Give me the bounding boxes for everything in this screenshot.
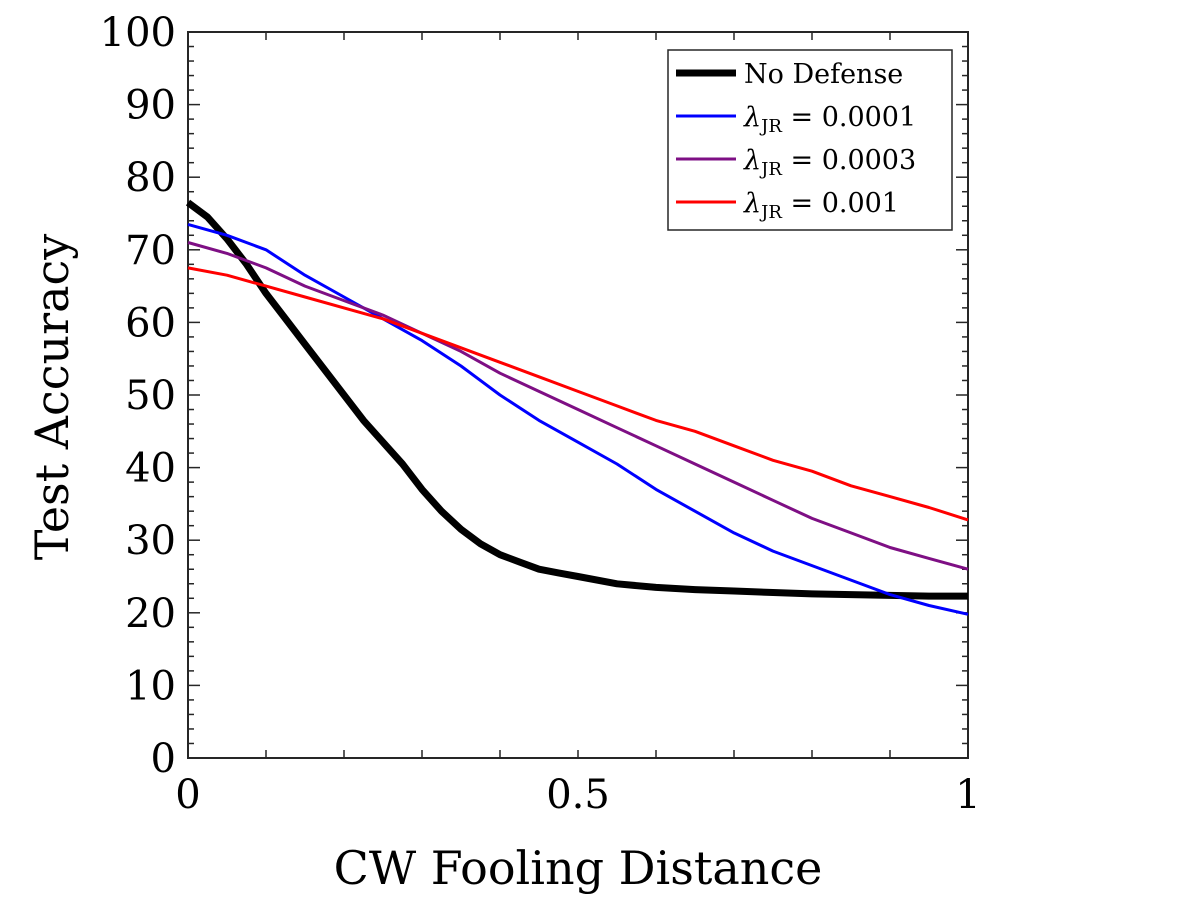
series-line-lambda-jr-0-001: [187, 266, 969, 522]
y-tick-label: 20: [125, 591, 176, 637]
x-tick-label: 1: [955, 772, 980, 818]
y-tick-label: 100: [100, 10, 176, 56]
x-tick-label: 0: [175, 772, 200, 818]
legend-box: [667, 49, 953, 231]
series-line-lambda-jr-0-0001: [187, 222, 969, 616]
legend-entry-label: λJR = 0.0001: [743, 102, 916, 137]
legend-entry-label: λJR = 0.001: [743, 188, 899, 223]
legend-entry-label: λJR = 0.0003: [743, 145, 916, 180]
series-line-no-defense: [185, 199, 968, 600]
x-tick-label: 0.5: [546, 772, 610, 818]
y-tick-label: 90: [125, 83, 176, 129]
y-axis-label: Test Accuracy: [25, 234, 79, 561]
legend-entry-label: No Defense: [744, 59, 903, 90]
series-group: [185, 199, 969, 616]
y-tick-label: 60: [125, 300, 176, 346]
series-line-lambda-jr-0-0003: [187, 241, 969, 571]
y-tick-label: 40: [125, 446, 176, 492]
y-tick-label: 10: [125, 663, 176, 709]
x-axis-label: CW Fooling Distance: [334, 841, 823, 895]
y-tick-label: 80: [125, 155, 176, 201]
y-tick-label: 0: [151, 736, 176, 782]
legend: No Defense λJR = 0.0001 λJR = 0.0003 λJR = …: [667, 49, 953, 231]
y-tick-label: 70: [125, 228, 176, 274]
y-tick-label: 50: [125, 373, 176, 419]
y-tick-label: 30: [125, 518, 176, 564]
